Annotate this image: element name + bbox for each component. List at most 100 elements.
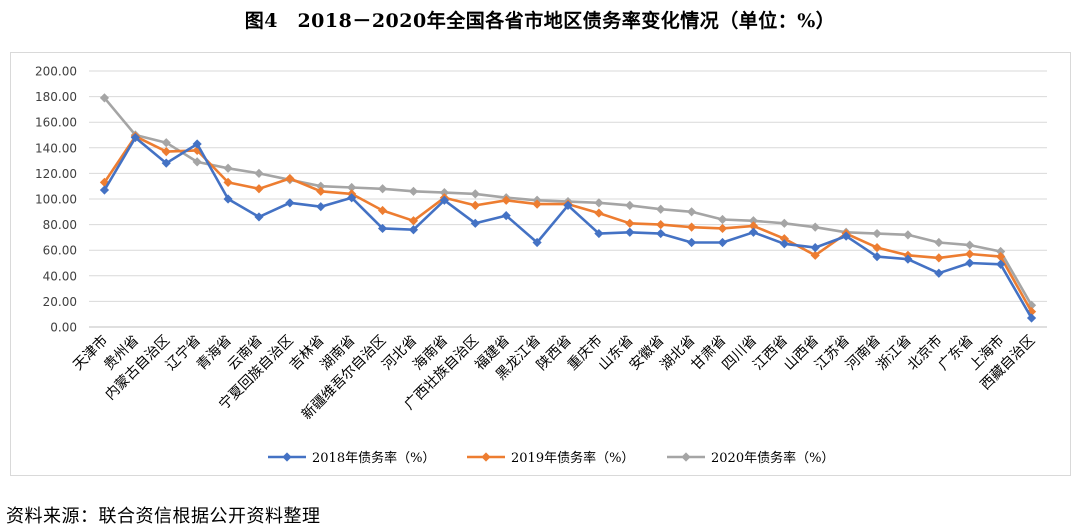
y-tick-label: 80.00 [43, 218, 77, 232]
data-point [377, 205, 388, 216]
legend-label: 2020年债务率（%） [711, 450, 834, 466]
data-point [470, 218, 480, 228]
data-point [872, 252, 882, 262]
data-point [872, 243, 882, 253]
y-tick-label: 200.00 [35, 65, 77, 79]
data-point [470, 200, 480, 210]
data-point [687, 237, 697, 248]
y-tick-label: 0.00 [50, 321, 77, 335]
data-point [408, 186, 419, 196]
data-point [254, 168, 264, 178]
data-point [903, 230, 913, 240]
data-point [903, 254, 913, 264]
data-point [996, 246, 1006, 257]
data-point [254, 184, 264, 194]
source-note: 资料来源：联合资信根据公开资料整理 [6, 506, 321, 527]
y-tick-label: 40.00 [43, 269, 77, 283]
data-point [810, 250, 820, 260]
data-point [285, 198, 295, 208]
data-point [934, 268, 944, 278]
series-line [103, 135, 1033, 313]
data-point [254, 212, 264, 222]
data-point [934, 253, 944, 263]
data-point [687, 222, 697, 232]
y-tick-label: 140.00 [35, 141, 77, 155]
data-point [934, 237, 944, 248]
data-point [192, 157, 202, 167]
data-point [810, 243, 820, 253]
data-point [965, 258, 975, 268]
data-point [130, 132, 140, 143]
data-point [779, 234, 789, 244]
data-point [470, 189, 480, 199]
data-point [377, 223, 388, 234]
data-point [223, 177, 233, 187]
data-point [594, 208, 604, 218]
data-point [656, 220, 666, 230]
data-point [347, 182, 357, 193]
data-point [316, 181, 326, 191]
y-tick-label: 60.00 [43, 244, 77, 258]
data-point [687, 207, 697, 217]
data-point [625, 227, 635, 237]
legend-label: 2018年债务率（%） [312, 450, 435, 466]
data-point [594, 198, 604, 208]
data-point [99, 93, 110, 103]
legend-swatch-marker [681, 452, 691, 462]
data-point [779, 218, 789, 228]
data-point [192, 139, 202, 149]
data-point [223, 163, 233, 173]
data-point [285, 173, 295, 184]
y-tick-label: 20.00 [43, 295, 77, 309]
data-point [594, 228, 604, 239]
data-point [996, 252, 1006, 262]
data-point [563, 200, 573, 210]
data-point [532, 237, 542, 248]
data-point [748, 216, 759, 226]
y-tick-label: 180.00 [35, 90, 77, 104]
data-point [965, 249, 975, 259]
data-point [161, 147, 171, 157]
data-point [532, 199, 542, 209]
data-point [439, 188, 449, 198]
data-point [1026, 313, 1037, 323]
data-point [996, 259, 1006, 269]
data-point [501, 211, 511, 221]
data-point [408, 225, 419, 235]
data-point [965, 240, 975, 250]
data-point [656, 228, 666, 239]
legend-swatch-marker [282, 452, 292, 462]
data-point [161, 158, 171, 168]
data-point [347, 193, 357, 203]
data-point [161, 138, 171, 148]
y-tick-label: 120.00 [35, 167, 77, 181]
data-point [841, 231, 851, 241]
data-point [625, 200, 635, 210]
data-point [625, 218, 635, 228]
data-point [717, 237, 728, 248]
data-point [316, 186, 326, 196]
data-point [656, 204, 666, 214]
y-tick-label: 100.00 [35, 193, 77, 207]
data-point [99, 185, 110, 195]
legend-swatch-marker [481, 452, 491, 462]
y-tick-label: 160.00 [35, 116, 77, 130]
data-point [316, 202, 326, 212]
data-point [377, 184, 388, 194]
data-point [439, 195, 449, 205]
data-point [501, 195, 511, 205]
data-point [748, 221, 759, 231]
data-point [779, 239, 789, 249]
data-point [223, 194, 233, 204]
data-point [717, 223, 728, 234]
data-point [99, 177, 110, 187]
data-point [872, 228, 882, 239]
series-line [103, 136, 1033, 319]
data-point [748, 227, 759, 237]
legend-label: 2019年债务率（%） [511, 450, 634, 466]
data-point [810, 222, 820, 232]
figure-title: 图4 2018－2020年全国各省市地区债务率变化情况（单位：%） [244, 10, 836, 32]
data-point [408, 216, 419, 226]
data-point [717, 214, 728, 225]
